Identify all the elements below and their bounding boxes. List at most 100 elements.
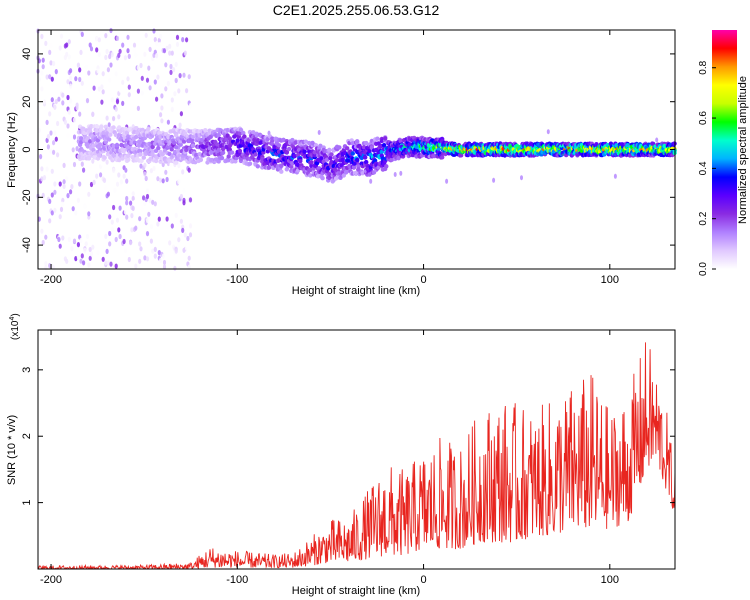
spectrogram-cell [167, 158, 172, 164]
spectrogram-cell [53, 181, 57, 187]
spectrogram-cell [48, 49, 52, 56]
spectrogram-cell [124, 130, 130, 135]
spectrogram-cell [378, 144, 383, 149]
spectrogram-cell [319, 156, 324, 161]
spectrogram-cell [226, 154, 231, 159]
spectrogram-cell [71, 221, 75, 227]
spectrogram-cell [61, 197, 65, 203]
spectrogram-cell [140, 90, 144, 96]
colorbar-tick-label: 0.8 [698, 60, 709, 74]
spectrogram-cell [85, 136, 91, 141]
spectrogram-cell [168, 212, 172, 218]
spectrogram-cell [67, 236, 71, 243]
spectrogram-cell [58, 181, 62, 187]
colorbar-tick-label: 0.6 [698, 111, 709, 125]
spectrogram-cell [381, 143, 387, 148]
spectrogram-cell [292, 154, 297, 159]
colorbar-gradient [712, 30, 737, 269]
spectrogram-cell [393, 172, 397, 177]
spectrogram-cell [165, 176, 169, 183]
spectrogram-cell [150, 144, 155, 150]
spectrogram-cell [109, 261, 113, 267]
spectrogram-cell [188, 232, 193, 238]
spectrogram-cell [105, 248, 109, 254]
spectrogram-cell [78, 67, 82, 73]
spectrogram-cell [346, 158, 351, 163]
spectrogram-cell [56, 120, 60, 127]
spectrogram-cell [125, 153, 131, 158]
colorbar-ticks: 0.0 0.2 0.4 0.6 0.8 [698, 60, 716, 276]
spectrogram-cell [237, 131, 243, 136]
spectrogram-cell [122, 173, 126, 179]
spectrogram-cell [86, 156, 92, 161]
y-tick-label: 40 [21, 48, 33, 60]
spectrogram-cell [114, 236, 118, 243]
spectrogram-cell [62, 179, 66, 185]
spectrogram-cell [101, 256, 105, 262]
spectrogram-cell [360, 171, 365, 176]
spectrogram-cell [376, 165, 381, 170]
spectrogram-cell [181, 139, 187, 144]
spectrogram-cell [130, 213, 134, 219]
spectrogram-cell [188, 103, 193, 109]
spectrogram-cell [355, 139, 360, 144]
spectrogram-cell [161, 178, 165, 184]
spectrogram-cell [101, 228, 105, 234]
spectrogram-cell [160, 151, 165, 157]
spectrogram-cell [293, 140, 298, 145]
spectrogram-cell [45, 137, 49, 143]
spectrogram-cell [57, 236, 61, 243]
snr-series-line [38, 342, 675, 569]
spectrogram-cell [79, 139, 84, 145]
spectrogram-cell [121, 79, 125, 85]
spectrogram-cell [131, 191, 135, 197]
spectrogram-cell [98, 142, 103, 147]
spectrogram-cell [399, 170, 403, 176]
spectrogram-cell [99, 172, 103, 178]
spectrogram-cell [255, 164, 260, 169]
spectrogram-cell [302, 149, 307, 154]
spectrogram-cell [350, 151, 355, 156]
spectrogram-cell [315, 174, 321, 179]
spectrogram-cell [40, 176, 44, 182]
spectrogram-cell [121, 42, 125, 48]
spectrogram-cell [170, 50, 174, 56]
spectrogram-cell [169, 63, 173, 70]
spectrogram-cell [309, 160, 314, 165]
spectrogram-cell [153, 158, 159, 164]
spectrogram-cell [105, 48, 109, 55]
spectrogram-cell [65, 176, 69, 182]
spectrogram-cell [145, 231, 150, 237]
spectrogram-cell [76, 242, 80, 248]
spectrogram-cell [177, 237, 181, 243]
spectrogram-cell [50, 76, 54, 82]
spectrogram-cell [169, 162, 173, 168]
spectrogram-cell [146, 126, 151, 132]
spectrogram-cell [181, 227, 185, 233]
y-tick-label: 3 [21, 367, 33, 373]
spectrogram-cell [351, 164, 357, 170]
spectrogram-cell [164, 86, 168, 92]
spectrogram-cell [445, 178, 449, 184]
spectrogram-cell [356, 167, 361, 172]
spectrogram-cell [104, 185, 108, 191]
spectrogram-cell [125, 200, 129, 206]
spectrogram-cell [307, 140, 312, 146]
spectrogram-cell [50, 210, 54, 216]
spectrogram-cell [123, 126, 129, 132]
spectrogram-cell [328, 155, 333, 161]
spectrogram-cell [134, 225, 138, 231]
spectrogram-cell [71, 206, 75, 212]
spectrogram-cell [375, 136, 380, 141]
spectrogram-cell [97, 37, 101, 43]
spectrogram-cell [203, 128, 208, 133]
spectrogram-cell [169, 69, 173, 75]
spectrogram-cell [48, 198, 52, 204]
spectrogram-cell [159, 257, 163, 263]
spectrogram-cell [157, 216, 161, 222]
spectrogram-cell [326, 165, 331, 171]
spectrogram-cell [185, 181, 189, 187]
spectrogram-cell [118, 233, 122, 240]
spectrogram-cell [216, 147, 221, 153]
spectrogram-cell [127, 84, 131, 90]
